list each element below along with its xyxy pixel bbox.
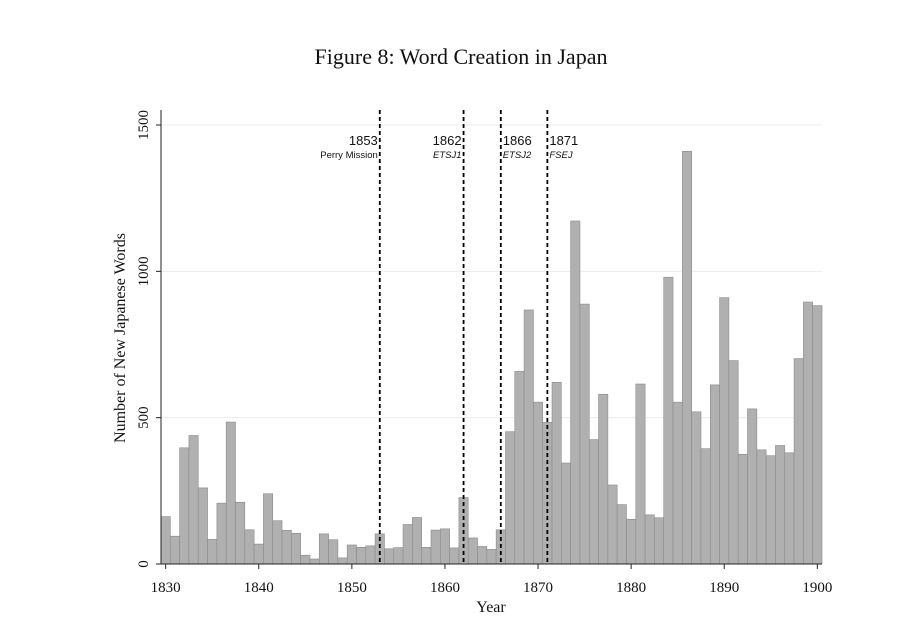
bar bbox=[421, 547, 432, 565]
x-tick-label: 1840 bbox=[244, 580, 274, 596]
x-tick-label: 1880 bbox=[616, 580, 646, 596]
bar bbox=[700, 448, 711, 565]
bar bbox=[793, 358, 804, 565]
bar bbox=[486, 549, 497, 565]
annotation-label: FSEJ bbox=[549, 150, 572, 161]
bar bbox=[719, 297, 730, 565]
bar bbox=[803, 301, 813, 565]
annotation-year: 1866 bbox=[503, 133, 532, 148]
bar bbox=[272, 520, 283, 565]
chart-title: Figure 8: Word Creation in Japan bbox=[315, 44, 608, 69]
bar bbox=[337, 557, 348, 565]
y-tick-label: 500 bbox=[136, 406, 152, 429]
bar bbox=[477, 546, 488, 565]
y-tick-label: 1500 bbox=[136, 110, 152, 140]
bar bbox=[300, 554, 311, 565]
x-tick-label: 1900 bbox=[802, 580, 832, 596]
x-tick-label: 1860 bbox=[430, 580, 460, 596]
bar bbox=[393, 547, 404, 565]
bar bbox=[654, 517, 665, 565]
y-tick-label: 1000 bbox=[136, 256, 152, 286]
bar bbox=[561, 462, 571, 565]
bar bbox=[197, 487, 208, 565]
bar bbox=[626, 518, 637, 565]
x-tick-label: 1870 bbox=[523, 580, 553, 596]
bar bbox=[318, 533, 329, 565]
x-tick-label: 1890 bbox=[709, 580, 739, 596]
annotation-label: ETSJ1 bbox=[433, 150, 462, 161]
annotation-year: 1862 bbox=[433, 133, 462, 148]
x-tick-label: 1850 bbox=[337, 580, 367, 596]
annotation-label: Perry Mission bbox=[320, 150, 378, 161]
bar bbox=[523, 309, 534, 565]
bar bbox=[384, 548, 395, 565]
bar bbox=[607, 484, 618, 565]
bar bbox=[691, 411, 702, 565]
bar bbox=[551, 381, 562, 565]
bar bbox=[253, 543, 264, 565]
bar bbox=[542, 422, 553, 565]
bar bbox=[728, 360, 739, 565]
x-axis-label: Year bbox=[476, 599, 506, 616]
bar bbox=[402, 524, 413, 565]
bar bbox=[365, 545, 376, 565]
bar bbox=[588, 439, 599, 565]
bar bbox=[216, 502, 227, 565]
annotation-year: 1853 bbox=[349, 133, 378, 148]
bar bbox=[579, 303, 590, 565]
bar bbox=[328, 539, 339, 565]
bar bbox=[663, 276, 674, 565]
bar bbox=[430, 529, 441, 565]
bar bbox=[775, 445, 786, 565]
bar bbox=[449, 547, 460, 565]
bar bbox=[439, 528, 450, 565]
bar bbox=[160, 516, 171, 565]
bar bbox=[244, 529, 255, 565]
bar bbox=[616, 504, 627, 565]
bar bbox=[188, 435, 199, 565]
x-tick-label: 1830 bbox=[151, 580, 181, 596]
bar bbox=[737, 453, 748, 565]
bar bbox=[672, 401, 683, 565]
bar bbox=[179, 447, 190, 565]
bar bbox=[682, 151, 692, 565]
bar bbox=[346, 544, 357, 565]
bars bbox=[160, 151, 823, 565]
bar bbox=[747, 408, 758, 565]
bar bbox=[598, 393, 609, 565]
bar bbox=[514, 371, 525, 565]
bar bbox=[644, 514, 655, 565]
bar bbox=[765, 455, 776, 565]
bar bbox=[812, 305, 823, 565]
y-tick-label: 0 bbox=[136, 560, 152, 568]
bar bbox=[756, 449, 767, 565]
annotation-year: 1871 bbox=[549, 133, 578, 148]
bar bbox=[533, 401, 544, 565]
bar bbox=[309, 558, 320, 565]
y-axis-label: Number of New Japanese Words bbox=[112, 233, 129, 443]
bar bbox=[709, 384, 720, 565]
bar bbox=[263, 493, 274, 565]
bar bbox=[225, 421, 236, 565]
bar bbox=[570, 220, 581, 565]
bar bbox=[467, 537, 478, 565]
bar bbox=[356, 547, 367, 565]
bar bbox=[170, 535, 180, 565]
annotations: 1853 Perry Mission 1862 ETSJ1 1866 ETSJ2 1871 F… bbox=[320, 110, 578, 564]
bar bbox=[281, 530, 292, 565]
bar bbox=[291, 532, 301, 565]
bar bbox=[412, 517, 422, 565]
axes: 0 500 1000 1500 1830 1840 1850 1860 1870 1880 1890… bbox=[136, 110, 832, 596]
bar bbox=[635, 383, 646, 565]
bar bbox=[235, 501, 246, 565]
annotation-label: ETSJ2 bbox=[503, 150, 532, 161]
bar bbox=[784, 452, 795, 565]
bar bbox=[207, 539, 218, 565]
bar bbox=[505, 431, 516, 565]
